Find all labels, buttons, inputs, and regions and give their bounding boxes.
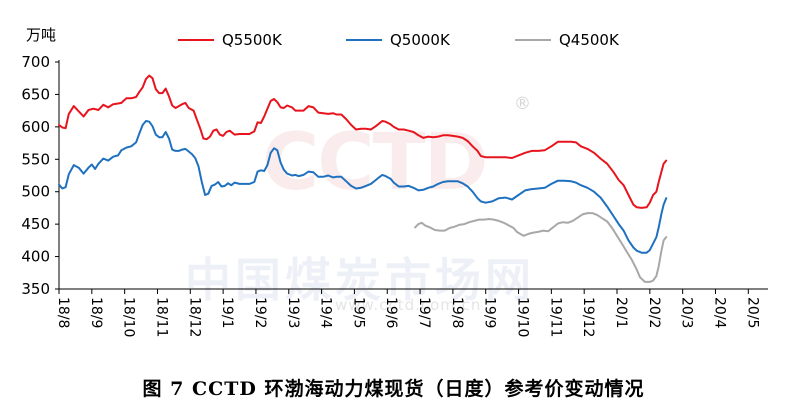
x-tick-label: 19/8 <box>449 297 465 328</box>
chart-legend: Q5500K Q5000K Q4500K <box>178 31 620 49</box>
x-tick-label: 19/5 <box>350 297 366 328</box>
x-tick-label: 19/7 <box>416 297 432 328</box>
y-tick-label: 700 <box>21 53 50 71</box>
watermark-logo: CCTD <box>262 118 488 208</box>
x-tick-label: 18/12 <box>186 297 202 337</box>
x-tick-label: 19/12 <box>580 297 596 337</box>
y-tick-label: 450 <box>21 215 50 233</box>
x-tick-label: 19/11 <box>547 297 563 337</box>
x-tick-label: 18/10 <box>121 297 137 337</box>
watermark-org-text: 中国煤炭市场网 <box>185 253 535 307</box>
legend-label-q5000k: Q5000K <box>390 31 451 49</box>
x-tick-label: 20/3 <box>679 297 695 328</box>
figure-caption: 图 7 CCTD 环渤海动力煤现货（日度）参考价变动情况 <box>142 378 645 400</box>
watermark-url: www.cctd.com.cn <box>335 296 482 314</box>
x-tick-label: 18/11 <box>153 297 169 337</box>
line-chart: 万吨 Q5500K Q5000K Q4500K 350 400 450 500 550 600… <box>21 26 768 337</box>
y-tick-label: 350 <box>21 280 50 298</box>
y-axis-unit-label: 万吨 <box>26 26 56 44</box>
x-tick-label: 19/1 <box>219 297 235 328</box>
y-tick-label: 400 <box>21 248 50 266</box>
x-tick-label: 19/2 <box>252 297 268 328</box>
series-line-q4500k <box>414 212 668 283</box>
y-tick-label: 600 <box>21 118 50 136</box>
series-lines <box>58 74 668 283</box>
x-tick-label: 18/9 <box>88 297 104 328</box>
y-tick-label: 500 <box>21 183 50 201</box>
legend-label-q5500k: Q5500K <box>222 31 283 49</box>
x-tick-label: 19/3 <box>285 297 301 328</box>
y-axis: 350 400 450 500 550 600 650 700 <box>21 53 60 298</box>
y-tick-label: 650 <box>21 85 50 103</box>
x-tick-label: 20/5 <box>744 297 760 328</box>
x-tick-label: 19/4 <box>318 297 334 329</box>
x-tick-label: 20/4 <box>711 297 727 329</box>
x-tick-label: 19/10 <box>515 297 531 337</box>
series-line-q5000k <box>58 120 668 254</box>
x-tick-label: 18/8 <box>55 297 71 328</box>
x-tick-label: 19/9 <box>482 297 498 328</box>
series-line-q5500k <box>58 74 668 209</box>
x-tick-label: 19/6 <box>383 297 399 329</box>
legend-label-q4500k: Q4500K <box>559 31 620 49</box>
x-axis: 18/8 18/9 18/10 18/11 18/12 19/1 19/2 19/3 19/4 1… <box>55 288 768 337</box>
x-tick-label: 20/2 <box>646 297 662 328</box>
x-tick-label: 20/1 <box>613 297 629 328</box>
watermark-registered-mark: ® <box>514 94 531 114</box>
y-tick-label: 550 <box>21 150 50 168</box>
